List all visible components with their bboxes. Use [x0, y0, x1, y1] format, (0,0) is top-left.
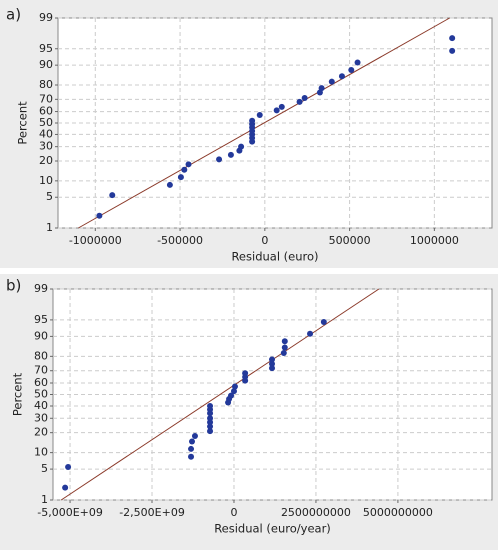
- y-tick-label: 99: [34, 282, 48, 295]
- y-axis-label: Percent: [16, 101, 30, 145]
- data-point: [269, 365, 276, 372]
- data-point: [449, 35, 456, 42]
- y-tick-label: 70: [39, 92, 53, 105]
- y-axis-label: Percent: [11, 372, 25, 416]
- y-tick-label: 1: [41, 493, 48, 506]
- data-point: [62, 484, 69, 491]
- fit-line: [78, 17, 450, 229]
- x-tick-label: -2,500E+09: [119, 506, 185, 519]
- data-point: [281, 344, 288, 351]
- y-tick-label: 60: [39, 105, 53, 118]
- x-tick-label: -5,000E+09: [37, 506, 103, 519]
- data-point: [216, 156, 223, 163]
- data-point: [188, 445, 195, 452]
- x-tick-label: 1000000: [410, 234, 459, 247]
- panel-label: a): [6, 6, 21, 24]
- y-tick-label: 70: [34, 364, 48, 377]
- y-tick-label: 20: [39, 154, 53, 167]
- x-tick-label: -500000: [157, 234, 203, 247]
- data-point: [354, 59, 361, 66]
- x-axis-label: Residual (euro/year): [214, 522, 331, 536]
- y-tick-label: 30: [34, 411, 48, 424]
- data-point: [269, 360, 276, 367]
- y-tick-label: 30: [39, 140, 53, 153]
- data-point: [207, 415, 214, 422]
- data-point: [318, 85, 325, 92]
- data-point: [328, 78, 335, 85]
- data-point: [191, 433, 198, 440]
- data-point: [238, 143, 245, 150]
- data-point: [249, 117, 256, 124]
- data-point: [65, 463, 72, 470]
- x-axis-label: Residual (euro): [231, 250, 318, 264]
- data-point: [449, 47, 456, 54]
- y-tick-label: 60: [34, 376, 48, 389]
- x-tick-label: 500000: [329, 234, 371, 247]
- y-tick-label: 5: [41, 462, 48, 475]
- y-tick-label: 90: [34, 329, 48, 342]
- y-tick-label: 20: [34, 426, 48, 439]
- y-tick-label: 5: [46, 190, 53, 203]
- x-tick-label: 2500000000: [281, 506, 351, 519]
- y-tick-label: 10: [34, 446, 48, 459]
- y-tick-label: 95: [34, 313, 48, 326]
- data-point: [207, 402, 214, 409]
- y-tick-label: 10: [39, 174, 53, 187]
- y-tick-label: 90: [39, 58, 53, 71]
- data-point: [281, 338, 288, 345]
- data-point: [242, 370, 249, 377]
- y-tick-label: 50: [34, 388, 48, 401]
- data-point: [307, 330, 314, 337]
- data-point: [320, 319, 327, 326]
- data-point: [177, 174, 184, 181]
- data-point: [269, 356, 276, 363]
- data-point: [96, 212, 103, 219]
- x-tick-label: 0: [230, 506, 237, 519]
- data-point: [207, 428, 214, 435]
- y-tick-label: 80: [34, 349, 48, 362]
- data-point: [296, 98, 303, 105]
- data-point: [301, 95, 308, 102]
- y-tick-label: 40: [39, 127, 53, 140]
- data-point: [278, 103, 285, 110]
- x-tick-label: -1000000: [69, 234, 122, 247]
- data-point: [181, 166, 188, 173]
- data-point: [230, 388, 237, 395]
- data-point: [109, 192, 116, 199]
- data-point: [166, 181, 173, 188]
- data-point: [256, 112, 263, 119]
- data-point: [227, 151, 234, 158]
- x-tick-label: 0: [261, 234, 268, 247]
- data-point: [348, 66, 355, 73]
- y-tick-label: 1: [46, 221, 53, 234]
- data-point: [273, 107, 280, 114]
- y-tick-label: 50: [39, 116, 53, 129]
- x-tick-label: 5000000000: [363, 506, 433, 519]
- y-tick-label: 99: [39, 11, 53, 24]
- data-point: [280, 349, 287, 356]
- y-tick-label: 95: [39, 42, 53, 55]
- data-point: [185, 161, 192, 168]
- data-point: [231, 383, 238, 390]
- y-tick-label: 80: [39, 78, 53, 91]
- data-point: [338, 73, 345, 80]
- data-point: [189, 438, 196, 445]
- y-tick-label: 40: [34, 399, 48, 412]
- data-point: [228, 392, 235, 399]
- fit-line: [60, 288, 380, 501]
- panel-label: b): [6, 277, 21, 295]
- data-point: [207, 423, 214, 430]
- data-point: [188, 453, 195, 460]
